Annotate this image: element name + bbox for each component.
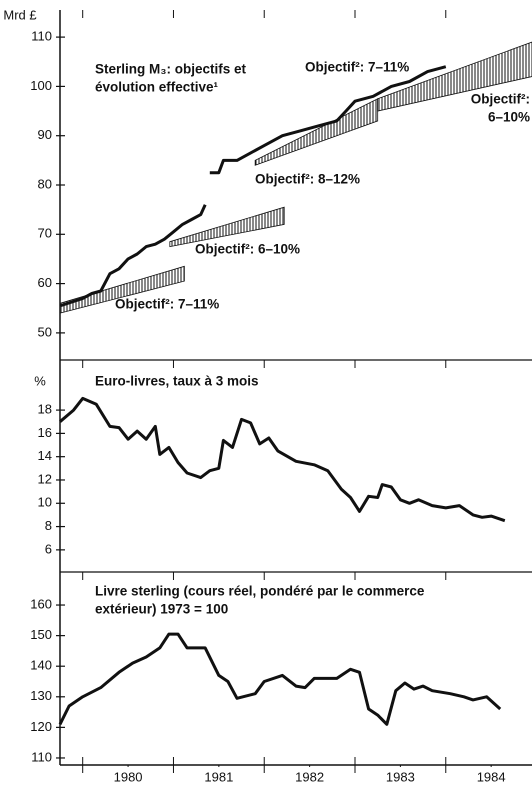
x-tick-label: 1981	[204, 769, 233, 784]
panel-title: évolution effective¹	[95, 80, 219, 95]
annotation: 6–10%	[488, 110, 530, 125]
y-axis-label: %	[34, 373, 46, 388]
y-tick-label: 80	[38, 176, 52, 191]
annotation: Objectif²: 6–10%	[195, 242, 300, 257]
y-tick-label: 140	[30, 658, 52, 673]
y-tick-label: 18	[38, 402, 52, 417]
x-tick-label: 1984	[477, 769, 506, 784]
annotation: Objectif²: 7–11%	[305, 60, 409, 75]
target-band	[377, 41, 532, 112]
y-tick-label: 90	[38, 127, 52, 142]
target-band	[169, 206, 285, 248]
annotation: Objectif²: 7–11%	[115, 297, 219, 312]
y-tick-label: 150	[30, 627, 52, 642]
y-tick-label: 8	[45, 518, 52, 533]
data-line	[59, 65, 447, 308]
panel-title: Livre sterling (cours réel, pondéré par …	[95, 584, 425, 599]
panel-title: extérieur) 1973 = 100	[95, 602, 228, 617]
y-tick-label: 60	[38, 275, 52, 290]
panel-title: Sterling M₃: objectifs et	[95, 62, 247, 77]
data-line	[58, 632, 502, 726]
y-tick-label: 12	[38, 471, 52, 486]
data-line	[59, 396, 506, 523]
x-tick-label: 1982	[295, 769, 324, 784]
y-tick-label: 130	[30, 688, 52, 703]
y-tick-label: 50	[38, 324, 52, 339]
y-tick-label: 6	[45, 541, 52, 556]
y-tick-label: 10	[38, 495, 52, 510]
y-tick-label: 70	[38, 226, 52, 241]
annotation: Objectif²:	[471, 92, 530, 107]
y-axis-label: Mrd £	[3, 7, 37, 22]
y-tick-label: 14	[38, 448, 52, 463]
y-tick-label: 120	[30, 719, 52, 734]
y-tick-label: 110	[31, 749, 52, 764]
y-tick-label: 16	[38, 425, 52, 440]
panel-title: Euro-livres, taux à 3 mois	[95, 374, 259, 389]
y-tick-label: 100	[30, 78, 52, 93]
x-tick-label: 1983	[386, 769, 415, 784]
y-tick-label: 160	[30, 596, 52, 611]
y-tick-label: 110	[31, 29, 52, 44]
target-band	[254, 98, 379, 166]
annotation: Objectif²: 8–12%	[255, 172, 360, 187]
target-band	[59, 265, 185, 314]
x-tick-label: 1980	[114, 769, 143, 784]
